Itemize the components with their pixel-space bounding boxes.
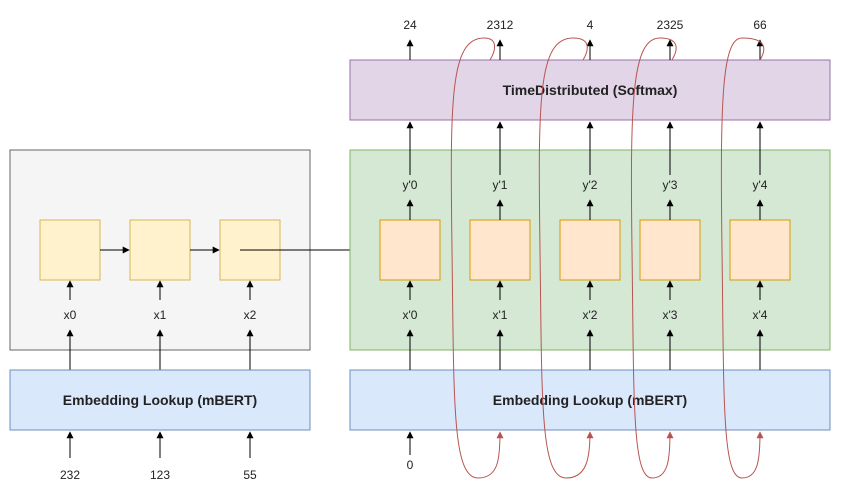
- encoder-cell: [129, 219, 191, 281]
- decoder-cell: [559, 219, 621, 281]
- encoder-input-token: 232: [60, 468, 80, 482]
- encoder-state-label: x1: [154, 308, 167, 322]
- decoder-embedding-block: [349, 369, 831, 431]
- decoder-state-label: x'3: [663, 308, 678, 322]
- feedback-loop-arrow: [630, 37, 677, 479]
- decoder-hidden-output-label: y'4: [753, 178, 768, 192]
- decoder-cell: [729, 219, 791, 281]
- decoder-embedding-label: Embedding Lookup (mBERT): [493, 392, 687, 408]
- decoder-state-label: x'4: [753, 308, 768, 322]
- encoder-cell: [39, 219, 101, 281]
- encoder-input-token: 123: [150, 468, 170, 482]
- decoder-output-token: 2325: [657, 18, 684, 32]
- decoder-hidden-output-label: y'0: [403, 178, 418, 192]
- encoder-state-label: x0: [64, 308, 77, 322]
- feedback-loop-arrow: [720, 37, 765, 479]
- decoder-state-label: x'2: [583, 308, 598, 322]
- feedback-loop-arrow: [450, 37, 504, 479]
- encoder-state-label: x2: [244, 308, 257, 322]
- encoder-embedding-label: Embedding Lookup (mBERT): [63, 392, 257, 408]
- decoder-hidden-output-label: y'1: [493, 178, 508, 192]
- decoder-state-label: x'1: [493, 308, 508, 322]
- decoder-state-label: x'0: [403, 308, 418, 322]
- decoder-hidden-output-label: y'3: [663, 178, 678, 192]
- softmax-label: TimeDistributed (Softmax): [503, 82, 678, 98]
- decoder-cell: [379, 219, 441, 281]
- decoder-output-token: 4: [587, 18, 594, 32]
- encoder-embedding-block: [9, 369, 311, 431]
- decoder-cell: [639, 219, 701, 281]
- decoder-output-token: 66: [753, 18, 767, 32]
- decoder-start-token: 0: [407, 458, 414, 472]
- decoder-cell: [469, 219, 531, 281]
- encoder-input-token: 55: [243, 468, 257, 482]
- decoder-hidden-output-label: y'2: [583, 178, 598, 192]
- feedback-loop-arrow: [538, 37, 594, 479]
- decoder-output-token: 2312: [487, 18, 514, 32]
- decoder-output-token: 24: [403, 18, 417, 32]
